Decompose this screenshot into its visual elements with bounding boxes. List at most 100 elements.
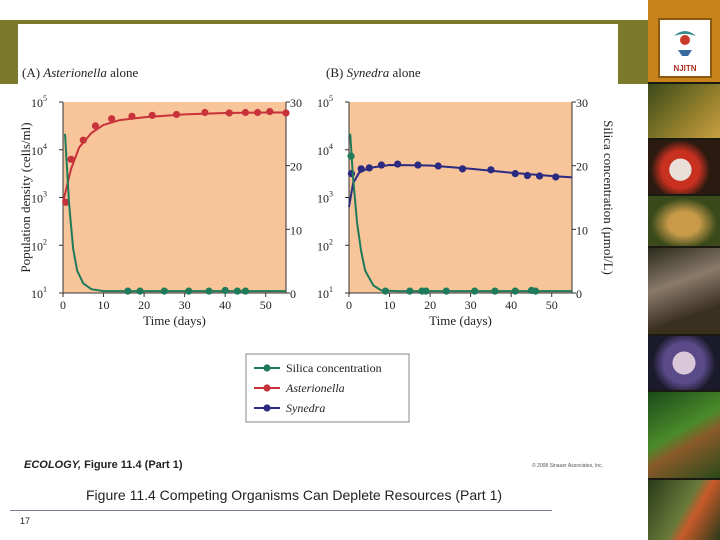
page-number: 17 — [20, 516, 31, 526]
data-point-silica — [422, 287, 430, 295]
data-point-silica — [136, 287, 144, 295]
y2-tick-label: 0 — [576, 287, 582, 301]
panel-label: (A) — [22, 65, 43, 80]
insect-photo — [648, 480, 720, 540]
y-tick-base: 10 — [317, 287, 329, 301]
x-tick-label: 50 — [546, 298, 558, 312]
figure-caption: ECOLOGY, Figure 11.4 (Part 1) — [24, 459, 183, 471]
legend-swatch-point — [263, 364, 271, 372]
data-point-asterionella — [172, 110, 181, 119]
data-point-silica — [406, 287, 414, 295]
figure-caption-number: Figure 11.4 (Part 1) — [84, 459, 183, 471]
x-axis-label: Time (days) — [143, 313, 206, 328]
y-tick-label: 105 — [317, 94, 333, 110]
data-point-silica — [185, 287, 193, 295]
y-tick-base: 10 — [31, 239, 43, 253]
data-point-synedra — [458, 165, 467, 173]
slide-caption: Figure 11.4 Competing Organisms Can Depl… — [86, 487, 503, 503]
data-point-synedra — [552, 173, 560, 181]
logo-bird-icon — [674, 31, 696, 56]
y-tick-exponent: 5 — [329, 94, 333, 103]
data-point-silica — [531, 287, 540, 295]
data-point-silica — [241, 287, 250, 295]
x-tick-label: 20 — [138, 298, 150, 312]
y2-tick-label: 10 — [576, 223, 588, 237]
panel-organism: Synedra — [347, 65, 390, 80]
data-point-asterionella — [225, 109, 233, 117]
logo-emblem — [658, 18, 712, 78]
legend: Silica concentration Asterionella Synedra — [245, 353, 410, 423]
y-tick-exponent: 2 — [329, 237, 333, 246]
data-point-synedra — [365, 164, 373, 172]
data-point-asterionella — [201, 108, 209, 117]
y-tick-label: 102 — [317, 237, 333, 253]
data-point-synedra — [535, 172, 544, 180]
data-point-asterionella — [128, 112, 136, 120]
data-point-asterionella — [241, 108, 250, 117]
frog-photo — [648, 196, 720, 246]
x-tick-label: 50 — [260, 298, 272, 312]
y2-tick-label: 20 — [576, 160, 588, 174]
left-frame-block — [0, 24, 18, 84]
monkey-photo — [648, 248, 720, 334]
y-tick-base: 10 — [31, 287, 43, 301]
data-point-silica — [233, 287, 241, 295]
panel-title: (A) Asterionella alone — [22, 65, 138, 80]
data-point-asterionella — [254, 108, 262, 117]
data-point-asterionella — [108, 115, 116, 123]
y-tick-exponent: 4 — [43, 142, 47, 151]
data-point-asterionella — [91, 122, 100, 130]
data-point-silica — [511, 287, 519, 295]
y-tick-exponent: 1 — [329, 285, 333, 294]
y-tick-exponent: 2 — [43, 237, 47, 246]
x-tick-label: 40 — [219, 298, 231, 312]
plot-area — [63, 102, 286, 293]
y-tick-exponent: 3 — [43, 190, 47, 199]
orchid-photo — [648, 84, 720, 138]
y-tick-exponent: 5 — [43, 94, 47, 103]
data-point-synedra — [434, 162, 442, 170]
data-point-silica — [221, 286, 229, 295]
y-tick-base: 10 — [31, 192, 43, 206]
data-point-silica — [471, 287, 479, 295]
data-point-silica — [491, 287, 499, 295]
logo-text: NJITN — [673, 64, 697, 73]
top-frame-bar — [0, 20, 648, 24]
data-point-silica — [160, 287, 168, 295]
y2-tick-label: 30 — [290, 96, 302, 110]
y2-tick-label: 20 — [290, 160, 302, 174]
x-tick-label: 30 — [179, 298, 191, 312]
x-tick-label: 10 — [98, 298, 110, 312]
panel-title-rest: alone — [107, 65, 139, 80]
data-point-synedra — [511, 170, 519, 178]
x-tick-label: 0 — [60, 298, 66, 312]
legend-swatch-point — [263, 404, 271, 412]
lizard-photo — [648, 392, 720, 478]
figure-caption-book: ECOLOGY, — [24, 459, 82, 471]
panel-organism: Asterionella — [42, 65, 107, 80]
octopus-photo — [648, 336, 720, 390]
footer-divider — [10, 510, 552, 511]
data-point-synedra — [487, 166, 495, 174]
figure-panel: (A) Asterionella alone 0 10 20 30 40 50 Time (d… — [18, 24, 618, 484]
legend-label: Synedra — [286, 401, 325, 415]
plot-area — [349, 102, 572, 293]
y2-tick-label: 0 — [290, 287, 296, 301]
y-tick-base: 10 — [317, 96, 329, 110]
x-tick-label: 0 — [346, 298, 352, 312]
legend-swatch-point — [263, 384, 271, 392]
series-line-silica — [349, 133, 572, 293]
y-tick-base: 10 — [31, 144, 43, 158]
x-tick-label: 30 — [465, 298, 477, 312]
y-tick-label: 102 — [31, 237, 47, 253]
y2-tick-label: 10 — [290, 223, 302, 237]
flower-photo — [648, 140, 720, 194]
y2-tick-label: 30 — [576, 96, 588, 110]
y-tick-exponent: 3 — [329, 190, 333, 199]
series-line-synedra — [348, 163, 573, 208]
panel-title-rest: alone — [389, 65, 421, 80]
panel-title: (B) Synedra alone — [326, 65, 421, 80]
